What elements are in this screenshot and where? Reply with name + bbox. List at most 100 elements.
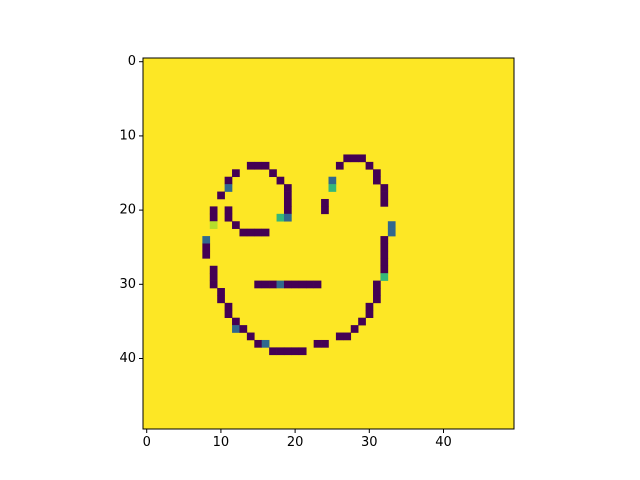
pixel-cell <box>261 161 270 170</box>
y-tick-label: 20 <box>119 203 136 218</box>
pixel-cell <box>343 154 352 163</box>
pixel-cell <box>261 228 270 237</box>
pixel-cell <box>254 228 263 237</box>
pixel-cell <box>209 265 218 274</box>
pixel-cell <box>232 221 240 229</box>
pixel-cell <box>291 280 300 289</box>
pixel-cell <box>269 347 277 356</box>
pixel-cell <box>209 273 218 281</box>
pixel-cell <box>358 154 366 163</box>
pixel-cell <box>313 339 322 348</box>
pixel-cell <box>209 213 218 222</box>
pixel-cell <box>246 332 255 341</box>
pixel-cell <box>217 288 225 296</box>
pixel-cell <box>380 258 389 267</box>
pixel-cell <box>380 273 389 281</box>
pixel-cell <box>387 228 396 237</box>
pixel-cell <box>283 206 292 215</box>
pixel-cell <box>209 206 218 215</box>
pixel-cell <box>373 169 381 178</box>
pixel-cell <box>261 339 270 348</box>
pixel-cell <box>269 280 277 289</box>
pixel-cell <box>246 228 255 237</box>
pixel-cell <box>387 221 396 229</box>
pixel-cell <box>321 339 329 348</box>
pixel-cell <box>224 176 233 185</box>
pixel-cell <box>224 310 233 318</box>
axes-frame <box>142 57 515 430</box>
y-tick-label: 30 <box>119 277 136 292</box>
pixel-cell <box>276 213 285 222</box>
y-axis-ticks: 0 10 20 30 40 <box>119 54 143 366</box>
pixel-cell <box>298 280 307 289</box>
pixel-cell <box>209 221 218 229</box>
pixel-cell <box>313 280 322 289</box>
pixel-cell <box>224 206 233 215</box>
pixel-cell <box>365 310 374 318</box>
pixel-cell <box>232 325 240 333</box>
pixel-cell <box>306 280 314 289</box>
pixel-cell <box>254 280 263 289</box>
pixel-cell <box>269 169 277 178</box>
pixel-cells <box>202 154 396 356</box>
y-tick-label: 10 <box>119 128 136 143</box>
pixel-cell <box>276 176 285 185</box>
y-tick-label: 0 <box>128 54 136 69</box>
pixel-cell <box>224 213 233 222</box>
image-background <box>143 58 514 429</box>
pixel-cell <box>373 288 381 296</box>
pixel-cell <box>217 295 225 304</box>
pixel-cell <box>328 184 337 192</box>
pixel-cell <box>217 191 225 200</box>
pixel-cell <box>343 332 352 341</box>
pixel-cell <box>321 198 329 207</box>
pixel-cell <box>246 161 255 170</box>
pixel-cell <box>365 161 374 170</box>
pixel-cell <box>283 184 292 192</box>
pixel-cell <box>291 347 300 356</box>
pixel-cell <box>380 265 389 274</box>
pixel-cell <box>321 206 329 215</box>
pixel-cell <box>254 161 263 170</box>
pixel-cell <box>209 280 218 289</box>
pixel-cell <box>224 184 233 192</box>
pixel-cell <box>380 184 389 192</box>
pixel-cell <box>239 228 248 237</box>
pixel-cell <box>239 325 248 333</box>
pixel-cell <box>283 198 292 207</box>
pixel-cell <box>283 213 292 222</box>
pixel-cell <box>283 347 292 356</box>
x-tick-label: 10 <box>213 435 230 450</box>
pixel-cell <box>202 250 211 259</box>
pixel-cell <box>373 295 381 304</box>
pixel-cell <box>350 325 359 333</box>
pixel-cell <box>254 339 263 348</box>
pixel-cell <box>261 280 270 289</box>
pixel-cell <box>380 236 389 244</box>
pixel-cell <box>283 191 292 200</box>
pixel-cell <box>350 154 359 163</box>
pixel-cell <box>373 280 381 289</box>
pixel-cell <box>202 243 211 252</box>
pixel-cell <box>380 250 389 259</box>
pixel-cell <box>328 176 337 185</box>
pixel-cell <box>380 191 389 200</box>
pixel-cell <box>380 243 389 252</box>
plot-area <box>142 57 515 430</box>
pixel-cell <box>335 332 344 341</box>
pixel-cell <box>358 317 366 326</box>
x-tick-label: 0 <box>143 435 151 450</box>
pixel-cell <box>276 280 285 289</box>
y-tick-label: 40 <box>119 351 136 366</box>
pixel-cell <box>373 176 381 185</box>
pixel-cell <box>232 169 240 178</box>
pixel-cell <box>335 161 344 170</box>
x-tick-label: 30 <box>361 435 378 450</box>
pixel-cell <box>202 236 211 244</box>
pixel-cell <box>224 302 233 311</box>
pixel-cell <box>276 347 285 356</box>
pixel-cell <box>365 302 374 311</box>
pixel-cell <box>298 347 307 356</box>
x-axis-ticks: 0 10 20 30 40 <box>143 429 452 450</box>
